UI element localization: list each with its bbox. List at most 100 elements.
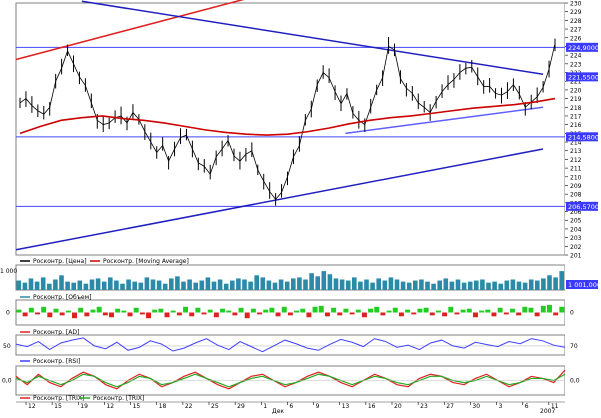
x-tick-label: 9	[316, 403, 320, 410]
ad-bar	[41, 306, 47, 313]
trix-badge-label: 0,0	[570, 378, 580, 385]
rsi-panel	[15, 334, 566, 356]
y-tick-label: 214	[570, 140, 582, 147]
ad-bar	[244, 312, 250, 319]
volume-bar	[71, 282, 76, 290]
ad-bar	[380, 312, 386, 316]
volume-bar	[169, 278, 174, 290]
volume-bar	[181, 281, 186, 290]
volume-badge-label: 1 001,000	[568, 281, 601, 289]
ad-bar	[72, 312, 77, 319]
ad-bar	[355, 309, 361, 313]
trendline	[345, 106, 544, 135]
volume-bar	[303, 279, 308, 290]
volume-y-tick: 1 000	[0, 268, 17, 275]
ad-bar	[207, 309, 213, 313]
legend-label: Росконтр. [AD]	[33, 329, 79, 336]
ad-bar	[553, 312, 559, 316]
ad-bar	[96, 306, 102, 313]
legend-label: Росконтр. [RSI]	[33, 358, 80, 365]
ad-bar	[423, 307, 429, 313]
ad-bar	[269, 307, 275, 313]
volume-bar	[16, 280, 22, 290]
volume-bar	[449, 281, 455, 290]
volume-bar	[376, 278, 381, 290]
volume-bar	[199, 280, 205, 290]
volume-bar	[480, 279, 485, 290]
volume-bar	[370, 282, 375, 290]
ad-bar	[503, 312, 509, 315]
trix-y-tick: 0,0	[2, 378, 12, 385]
price-panel	[15, 2, 566, 256]
volume-bar	[83, 283, 89, 290]
volume-bar	[89, 279, 95, 290]
x-tick-label: 13	[342, 403, 350, 410]
ad-bar	[466, 308, 472, 313]
volume-bar	[162, 283, 168, 290]
volume-bar	[333, 278, 339, 290]
ad-bar	[22, 312, 28, 317]
volume-bar	[211, 281, 217, 290]
ad-bar	[158, 308, 164, 313]
volume-bar	[321, 271, 327, 290]
ad-bar	[331, 307, 337, 313]
ad-bar	[275, 312, 281, 317]
x-tick-label: 22	[185, 403, 193, 410]
trendline	[15, 148, 544, 251]
y-tick-label: 224	[570, 53, 582, 60]
ad-bar	[435, 310, 441, 313]
volume-bar	[498, 283, 503, 290]
x-tick-label: 3	[499, 403, 503, 410]
volume-badge	[566, 280, 598, 289]
ad-bar	[133, 307, 139, 313]
x-tick-label: 18	[159, 403, 167, 410]
ad-bar	[491, 312, 497, 317]
volume-bar	[132, 281, 137, 290]
volume-bar	[187, 279, 192, 290]
volume-bar	[406, 282, 412, 290]
volume-bar	[431, 283, 436, 290]
ad-bar	[28, 307, 34, 313]
ad-bar	[374, 306, 380, 313]
volume-bar	[260, 277, 266, 290]
volume-bar	[309, 273, 314, 290]
volume-bar	[553, 277, 558, 290]
x-tick-label: 15	[54, 403, 62, 410]
volume-bar	[248, 281, 253, 290]
volume-bar	[327, 274, 333, 290]
volume-bar	[254, 275, 259, 290]
volume-bar	[559, 271, 564, 290]
x-tick-label: 20	[394, 403, 402, 410]
ad-bar	[454, 312, 460, 315]
ad-bar	[127, 312, 133, 317]
ad-bar	[516, 312, 522, 316]
ad-badge-label: 0	[570, 310, 574, 317]
y-tick-label: 230	[570, 1, 582, 8]
ad-bar	[479, 310, 485, 313]
volume-bar	[175, 276, 180, 290]
x-tick-label: 11	[551, 403, 559, 410]
ad-bar	[195, 307, 201, 313]
x-month-label: 2007	[540, 408, 555, 414]
volume-bar	[272, 282, 278, 290]
y-tick-label: 211	[570, 166, 582, 173]
x-tick-label: 6	[525, 403, 529, 410]
volume-bar	[230, 280, 235, 290]
volume-bar	[77, 280, 83, 290]
trendline	[15, 0, 245, 61]
x-month-label: Дек	[272, 408, 284, 414]
x-tick-label: 1	[263, 403, 267, 410]
ad-bar	[16, 309, 22, 313]
y-tick-label: 205	[570, 218, 582, 225]
ad-bar	[485, 309, 491, 313]
price-badge	[566, 132, 598, 142]
rsi-y-tick: 50	[3, 343, 11, 350]
volume-bar	[394, 279, 400, 290]
y-tick-label: 228	[570, 18, 582, 25]
volume-bar	[47, 283, 52, 290]
volume-bar	[284, 281, 290, 290]
volume-bar	[150, 279, 156, 290]
y-tick-label: 226	[570, 35, 582, 42]
volume-bar	[126, 279, 131, 290]
